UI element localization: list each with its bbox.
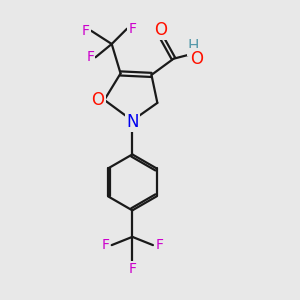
Text: N: N	[126, 113, 139, 131]
Text: F: F	[82, 24, 90, 38]
Text: F: F	[101, 238, 109, 252]
Text: O: O	[92, 91, 104, 109]
Text: F: F	[128, 22, 136, 36]
Text: O: O	[154, 21, 167, 39]
Text: H: H	[188, 39, 199, 54]
Text: F: F	[155, 238, 164, 252]
Text: F: F	[128, 262, 136, 276]
Text: F: F	[86, 50, 94, 64]
Text: O: O	[190, 50, 203, 68]
